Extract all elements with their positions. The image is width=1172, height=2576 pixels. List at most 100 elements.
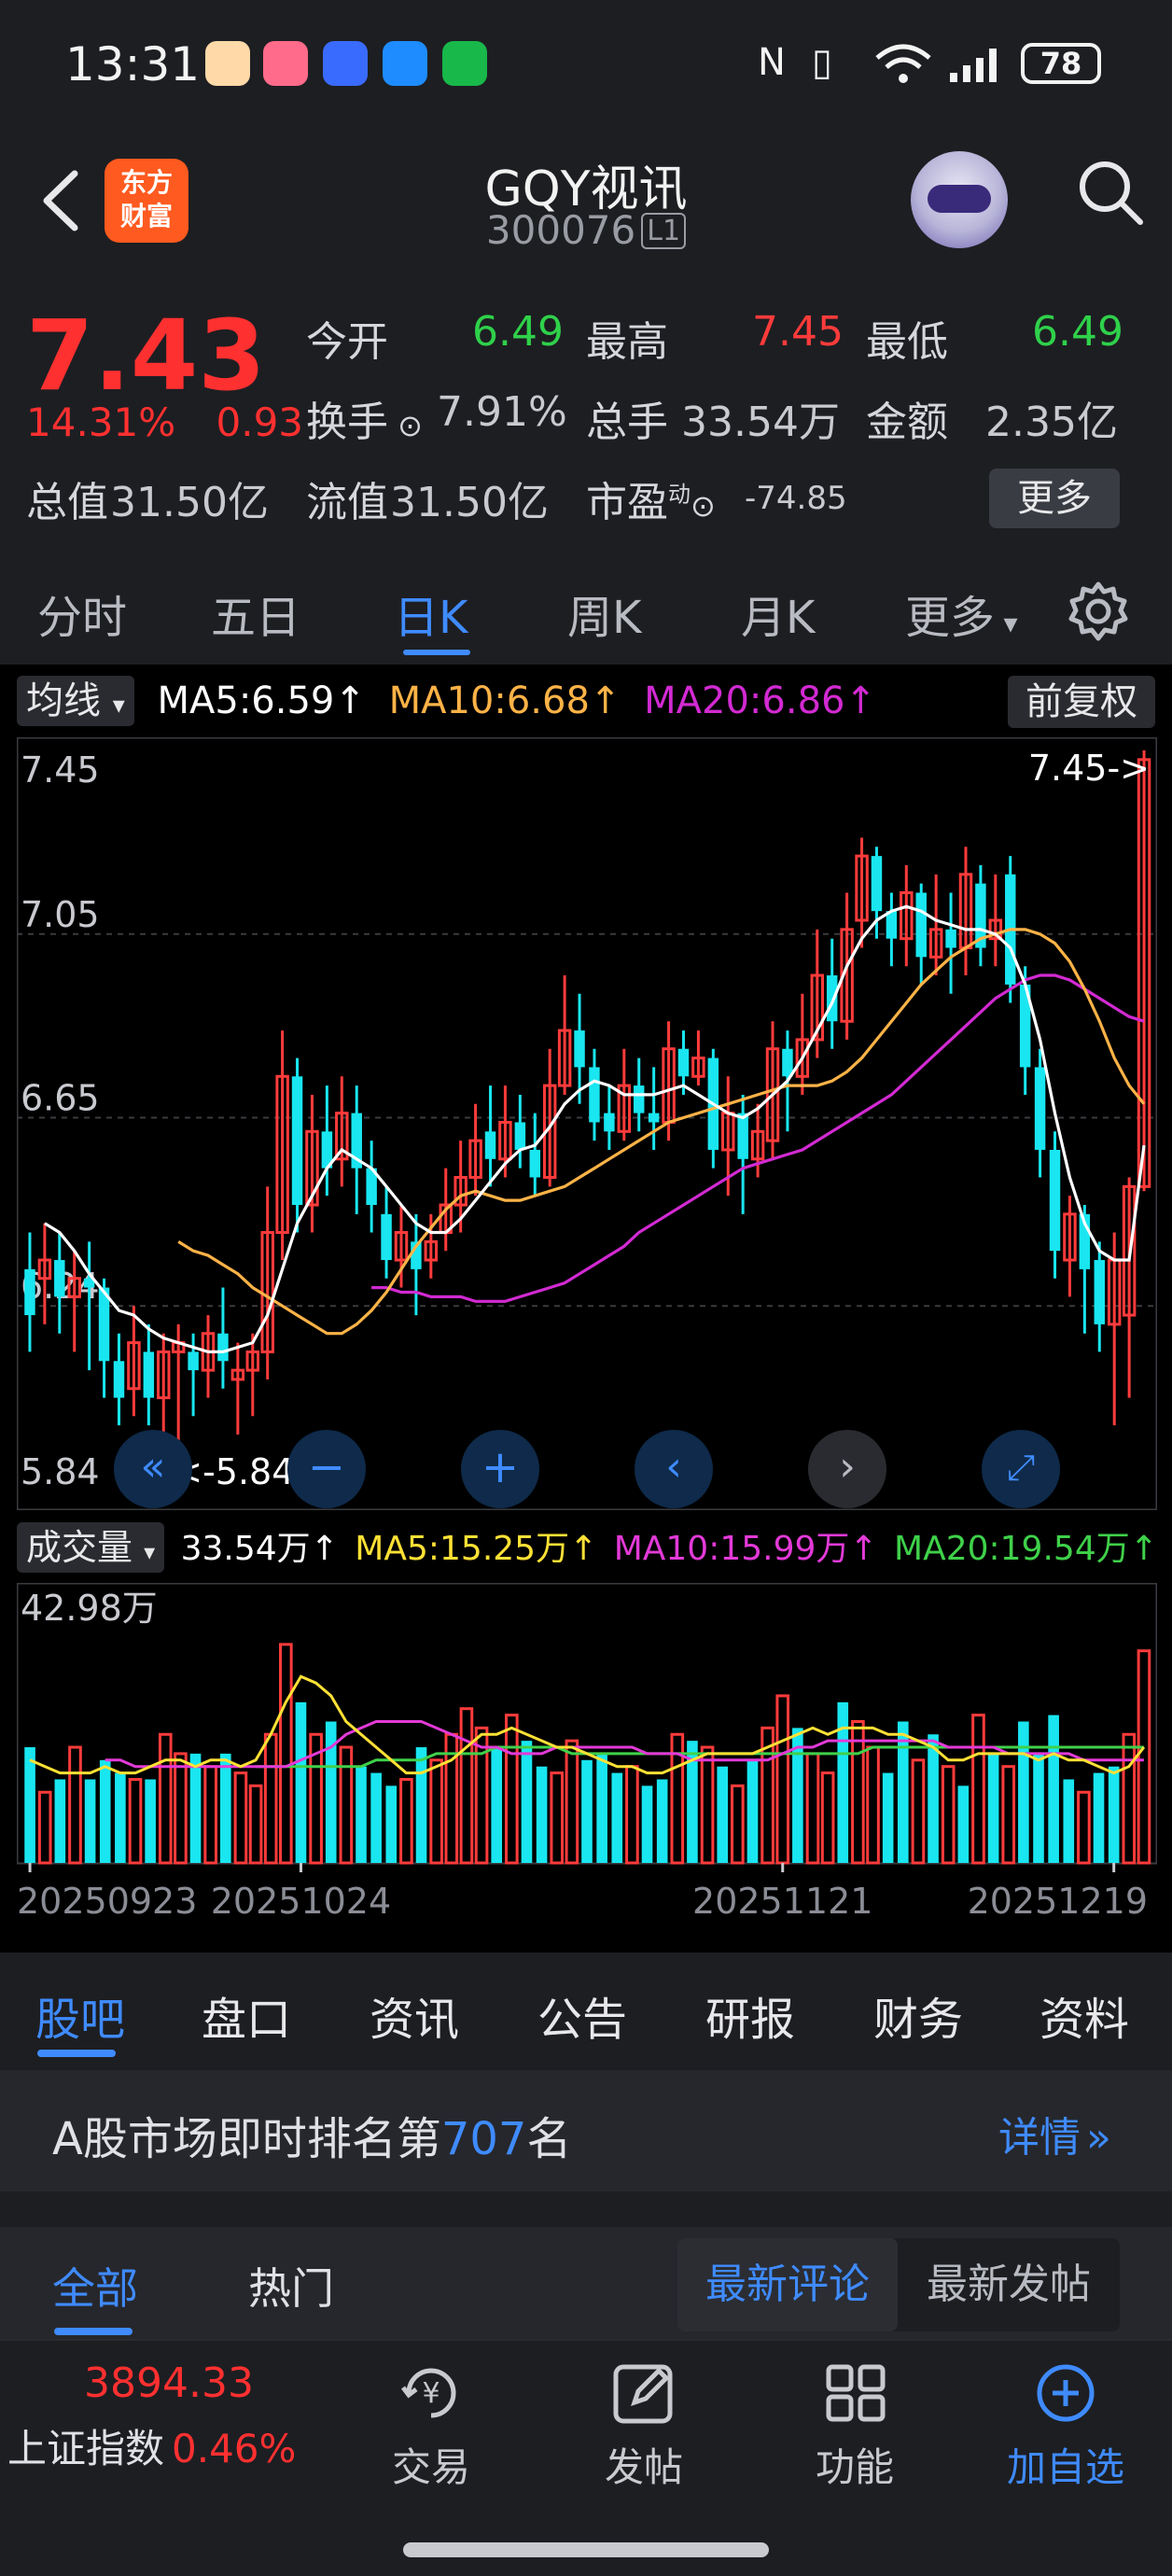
trade-button[interactable]: ¥ 交易 [356,2359,506,2493]
low-label: 最低 [866,318,948,366]
volume-bar-up [474,1726,489,1865]
vma10-label: MA10:15.99万↑ [613,1530,878,1568]
filter-all[interactable]: 全部 [52,2263,138,2314]
svg-text:¥: ¥ [422,2377,440,2410]
index-name[interactable]: 上证指数 0.46% [7,2426,297,2471]
candle-up [765,1047,780,1142]
tab-news[interactable]: 资讯 [370,1994,460,2046]
zoom-in-icon[interactable]: + [461,1430,539,1508]
add-watchlist-button[interactable]: 加自选 [991,2359,1140,2493]
candle-down [648,1113,660,1123]
candle-down [529,1149,541,1178]
adjust-mode-button[interactable]: 前复权 [1008,676,1155,728]
tab-more-periods[interactable]: 更多 ▾ [905,592,1018,644]
next-icon[interactable]: › [808,1430,886,1508]
rewind-icon[interactable]: « [114,1430,192,1508]
volume-bar-down [54,1779,66,1863]
volume-max-label: 42.98万 [21,1588,158,1629]
candlestick-chart[interactable]: 7.457.056.656.245.847.45-><-5.84 [17,737,1157,1510]
prev-icon[interactable]: ‹ [635,1430,713,1508]
volume-bar-up [820,1771,835,1865]
candle-down [737,1113,748,1159]
mktcap-value: 31.50亿 [110,479,269,526]
volume-bar-up [279,1643,293,1865]
back-arrow-icon[interactable] [37,168,84,233]
ma20-line [371,973,1145,1303]
notification-app-1-icon [205,41,250,86]
y-tick-label: 6.65 [21,1078,100,1119]
tab-monthly-k[interactable]: 月K [741,592,816,644]
tab-finance[interactable]: 财务 [873,1994,964,2046]
ma10-label: MA10:6.68↑ [388,679,621,722]
candle-down [217,1333,229,1362]
assistant-robot-icon[interactable] [911,151,1008,248]
candle-up [157,1350,171,1400]
volume-value: 33.54万 [681,399,840,446]
volume-bar-up [775,1694,790,1865]
float-label: 流值 [306,479,388,526]
tab-research[interactable]: 研报 [705,1994,796,2046]
candle-up [840,928,854,1023]
volume-bar-down [189,1753,202,1863]
volume-value-label: 33.54万↑ [180,1530,339,1568]
candle-up [900,890,914,941]
amount-value: 2.35亿 [985,399,1118,446]
tab-weekly-k[interactable]: 周K [567,592,642,644]
candle-up [498,1120,512,1161]
sort-latest-post[interactable]: 最新发帖 [927,2261,1091,2308]
sort-latest-comment[interactable]: 最新评论 [677,2238,898,2331]
candle-up [1122,1184,1137,1317]
notification-app-2-icon [263,41,308,86]
add-watchlist-label: 加自选 [1006,2444,1124,2490]
search-icon[interactable] [1073,155,1148,230]
volume-frame [17,1583,1157,1865]
tab-profile[interactable]: 资料 [1039,1994,1130,2046]
filter-hot[interactable]: 热门 [248,2263,334,2314]
x-tick-label: 20251024 [211,1881,391,1922]
tab-five-day[interactable]: 五日 [211,592,301,644]
post-button[interactable]: 发帖 [569,2359,719,2493]
volume-bar-up [941,1765,956,1865]
volume-bar-up [700,1745,715,1865]
tab-guba[interactable]: 股吧 [35,1994,126,2046]
rank-detail-link[interactable]: 详情» [998,2114,1111,2162]
volume-bar-up [248,1784,263,1865]
settings-gear-icon[interactable] [1067,581,1129,642]
volume-bar-up [866,1745,880,1865]
filter-indicator [54,2328,133,2335]
volume-bar-down [792,1728,803,1863]
home-indicator [403,2542,769,2557]
tab-daily-k[interactable]: 日K [394,592,468,644]
volume-bar-up [911,1758,926,1865]
volume-bar-down [325,1721,337,1863]
stock-code: 300076 L1 [0,207,1172,253]
volume-bar-up [1077,1790,1091,1865]
functions-button[interactable]: 功能 [780,2359,929,2493]
volume-chart[interactable]: 42.98万 20250923 20251024 20251121 20251219 [17,1583,1157,1941]
volume-bar-up [1122,1732,1137,1865]
ma-selector-button[interactable]: 均线 ▾ [17,676,134,726]
stock-code-value: 300076 [485,207,636,253]
chart-frame [17,737,1157,1510]
volume-bar-down [717,1766,729,1863]
candle-down [1034,1067,1046,1150]
tab-pankou[interactable]: 盘口 [202,1994,292,2046]
candle-down [1019,984,1031,1068]
market-rank-banner[interactable]: A股市场即时排名第707名 详情» [0,2070,1172,2191]
logo-line-2: 财富 [119,201,173,231]
vma5-line [29,1674,1146,1775]
candle-down [83,1278,95,1288]
ma20-label: MA20:6.86↑ [644,679,876,722]
tab-intraday[interactable]: 分时 [37,592,128,644]
volume-bar-down [987,1753,999,1863]
tab-announcements[interactable]: 公告 [537,1994,628,2046]
candle-down [411,1241,422,1269]
post-icon [613,2364,673,2424]
x-tick-label: 20251219 [968,1881,1148,1922]
index-value[interactable]: 3894.33 [84,2359,254,2407]
volume-selector-button[interactable]: 成交量 ▾ [17,1522,165,1573]
logo-line-1: 东方 [119,167,173,198]
more-quote-button[interactable]: 更多 [989,469,1120,528]
zoom-out-icon[interactable]: − [287,1430,366,1508]
fullscreen-icon[interactable]: ⤢ [982,1430,1060,1508]
